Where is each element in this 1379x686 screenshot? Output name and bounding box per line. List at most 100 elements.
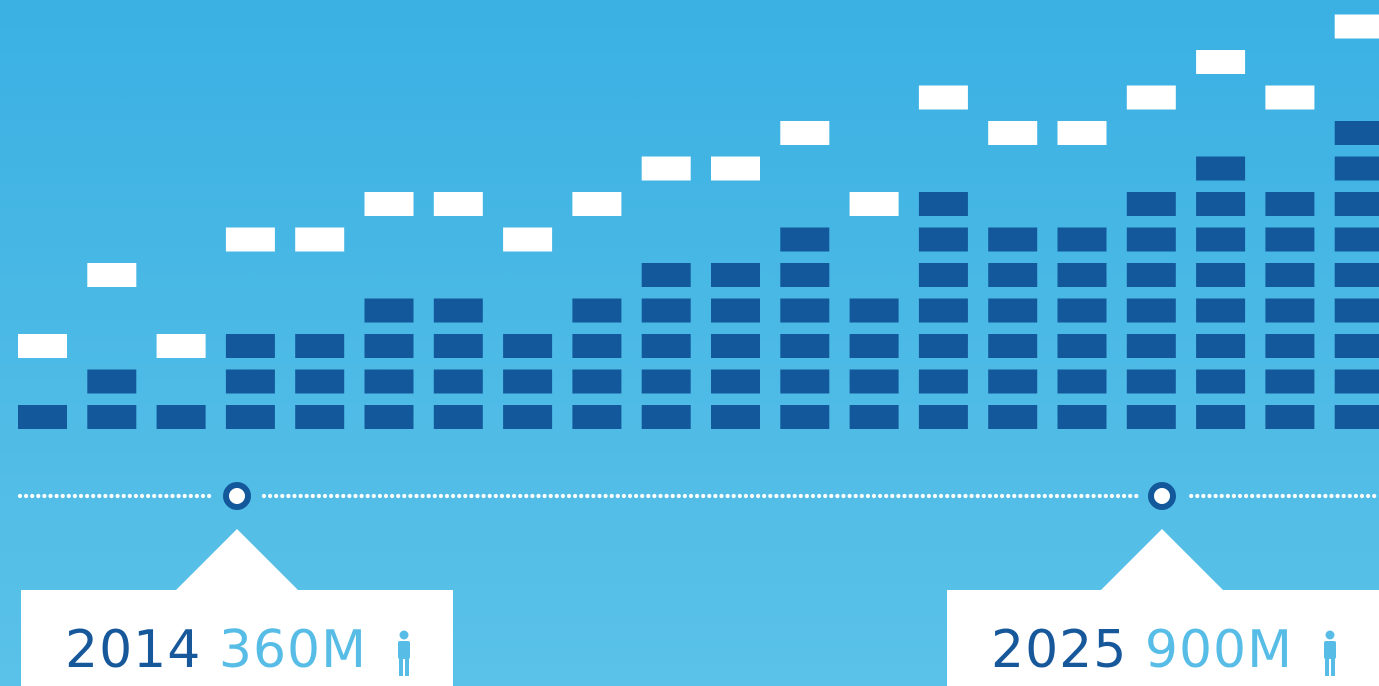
bar-block: [780, 405, 829, 429]
timeline-dot: [1354, 494, 1358, 498]
timeline-dot: [311, 494, 315, 498]
timeline-dot: [85, 494, 89, 498]
bar-block: [1265, 299, 1314, 323]
timeline-dot: [286, 494, 290, 498]
timeline-dot: [927, 494, 931, 498]
timeline-dot: [299, 494, 303, 498]
timeline-dot: [628, 494, 632, 498]
timeline-dot: [1317, 494, 1321, 498]
timeline-dot: [902, 494, 906, 498]
timeline-dot: [1134, 494, 1138, 498]
timeline-dot: [122, 494, 126, 498]
bar-block: [1127, 334, 1176, 358]
timeline-dot: [494, 494, 498, 498]
timeline-dot: [768, 494, 772, 498]
timeline-dot: [695, 494, 699, 498]
bar-block: [226, 405, 275, 429]
peak-marker: [572, 192, 621, 216]
timeline-dot: [109, 494, 113, 498]
timeline-dot: [1116, 494, 1120, 498]
bar-block: [711, 370, 760, 394]
timeline-dot: [1043, 494, 1047, 498]
timeline-dot: [994, 494, 998, 498]
bar-block: [1127, 192, 1176, 216]
timeline-dot: [921, 494, 925, 498]
bar-block: [711, 299, 760, 323]
callout-year: 2014: [65, 620, 201, 680]
bar-block: [434, 405, 483, 429]
timeline-dot: [347, 494, 351, 498]
bar-block: [87, 405, 136, 429]
timeline-dot: [524, 494, 528, 498]
peak-marker: [295, 228, 344, 252]
bar-block: [1335, 121, 1379, 145]
bar-block: [988, 405, 1037, 429]
timeline-dot: [116, 494, 120, 498]
timeline-dot: [823, 494, 827, 498]
timeline-dot: [585, 494, 589, 498]
bar-block: [1265, 370, 1314, 394]
timeline-dot: [884, 494, 888, 498]
timeline-dot: [549, 494, 553, 498]
timeline-dot: [79, 494, 83, 498]
timeline-dot: [469, 494, 473, 498]
timeline-dot: [1201, 494, 1205, 498]
peak-marker: [850, 192, 899, 216]
timeline-dot: [878, 494, 882, 498]
bar-block: [919, 405, 968, 429]
bar-block: [365, 334, 414, 358]
bar-block: [1058, 334, 1107, 358]
timeline-dot: [500, 494, 504, 498]
bar-block: [642, 263, 691, 287]
timeline-dot: [262, 494, 266, 498]
callout-year: 2025: [991, 620, 1127, 680]
peak-marker: [434, 192, 483, 216]
callout-2014: 2014 360M: [21, 590, 453, 686]
timeline-dot: [427, 494, 431, 498]
bar-block: [1265, 228, 1314, 252]
timeline-dot: [1018, 494, 1022, 498]
person-icon: [1321, 630, 1339, 676]
timeline-dot: [957, 494, 961, 498]
timeline-dot: [73, 494, 77, 498]
timeline-dot: [829, 494, 833, 498]
timeline-dot: [658, 494, 662, 498]
timeline-dot: [396, 494, 400, 498]
timeline-dot: [1061, 494, 1065, 498]
timeline-dot: [866, 494, 870, 498]
timeline-dot: [1207, 494, 1211, 498]
bar-block: [988, 299, 1037, 323]
timeline-dot: [848, 494, 852, 498]
peak-marker: [642, 157, 691, 181]
bar-block: [18, 405, 67, 429]
bar-block: [503, 334, 552, 358]
timeline-dot: [1079, 494, 1083, 498]
timeline-dot: [421, 494, 425, 498]
bar-block: [1196, 263, 1245, 287]
callout-value: 360M: [219, 620, 367, 680]
timeline-dot: [1214, 494, 1218, 498]
timeline-dot: [146, 494, 150, 498]
bar-block: [850, 370, 899, 394]
timeline-dot: [128, 494, 132, 498]
timeline-dot: [854, 494, 858, 498]
timeline-dot: [646, 494, 650, 498]
callout-value: 900M: [1145, 620, 1293, 680]
bar-block: [919, 299, 968, 323]
timeline-dot: [390, 494, 394, 498]
timeline-dot: [573, 494, 577, 498]
timeline-dot: [719, 494, 723, 498]
timeline-dot: [207, 494, 211, 498]
timeline-dot: [292, 494, 296, 498]
timeline-dot: [579, 494, 583, 498]
bar-block: [1127, 370, 1176, 394]
timeline-dot: [652, 494, 656, 498]
timeline-dot: [1323, 494, 1327, 498]
timeline-dot: [701, 494, 705, 498]
peak-marker: [226, 228, 275, 252]
timeline-dot: [177, 494, 181, 498]
timeline-dot: [61, 494, 65, 498]
bar-block: [295, 405, 344, 429]
timeline-dot: [1311, 494, 1315, 498]
